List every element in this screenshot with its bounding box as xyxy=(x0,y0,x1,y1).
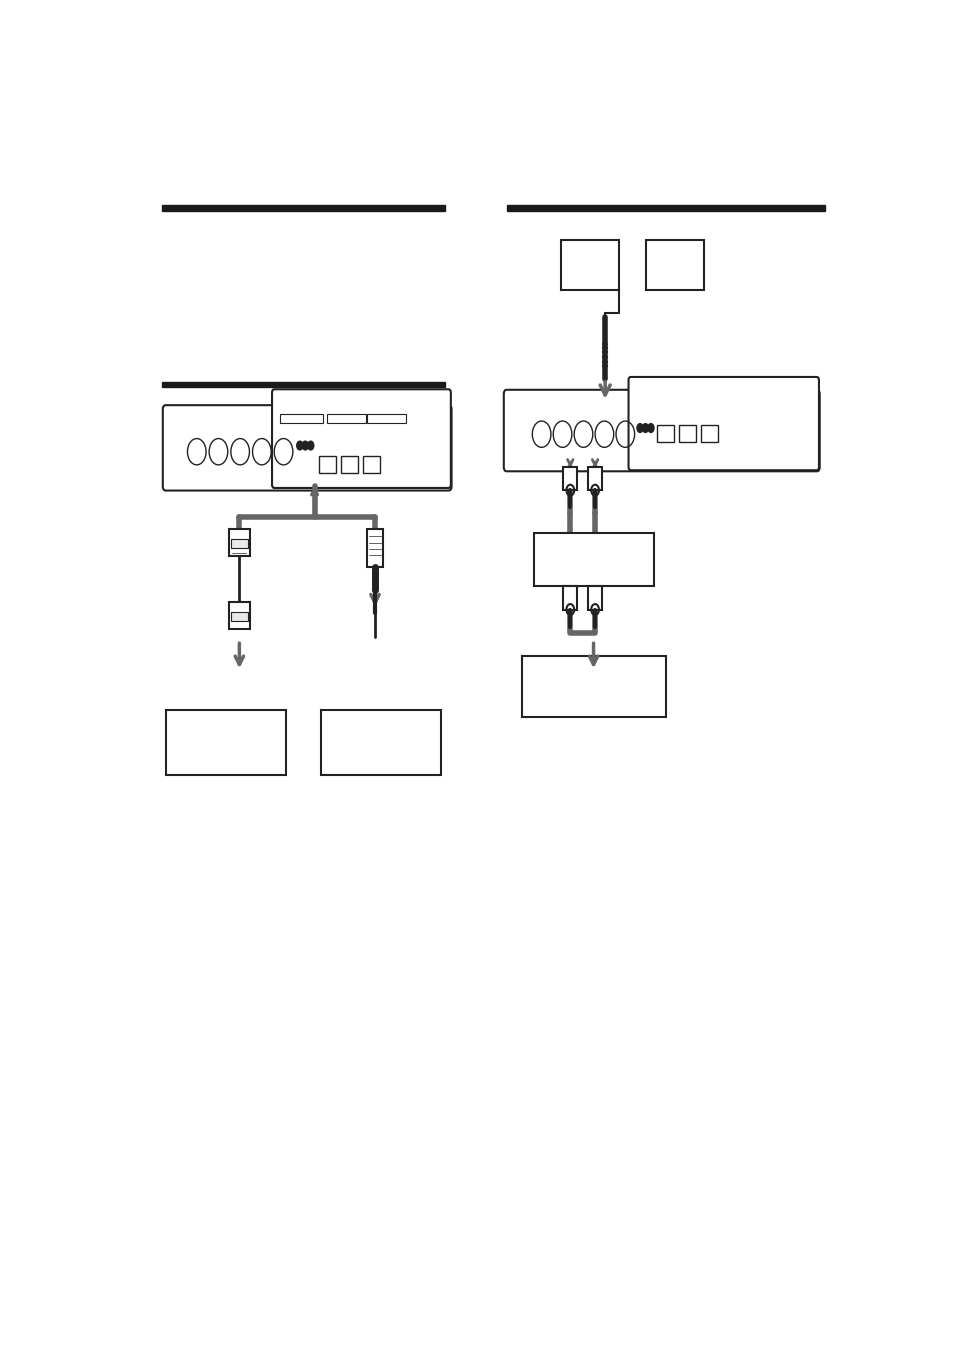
Bar xyxy=(562,587,577,610)
FancyBboxPatch shape xyxy=(628,378,818,470)
Bar xyxy=(229,528,250,555)
Bar xyxy=(320,710,440,775)
Bar xyxy=(162,205,444,212)
Bar xyxy=(587,467,601,490)
Bar xyxy=(362,456,379,474)
Bar xyxy=(229,602,250,629)
Circle shape xyxy=(296,441,303,449)
Bar xyxy=(280,414,323,424)
Bar xyxy=(319,456,335,474)
Bar xyxy=(166,710,286,775)
Bar xyxy=(327,414,365,424)
Bar xyxy=(367,528,382,568)
Bar xyxy=(534,532,654,587)
Bar xyxy=(562,467,577,490)
Circle shape xyxy=(307,441,314,449)
Bar xyxy=(367,414,406,424)
Bar xyxy=(679,425,695,441)
Bar xyxy=(231,612,248,621)
FancyBboxPatch shape xyxy=(503,390,819,471)
Circle shape xyxy=(647,424,654,432)
Circle shape xyxy=(302,441,308,449)
Bar xyxy=(506,205,823,212)
FancyBboxPatch shape xyxy=(272,390,451,488)
Circle shape xyxy=(641,424,648,432)
Bar xyxy=(700,425,717,441)
Bar xyxy=(587,587,601,610)
FancyBboxPatch shape xyxy=(163,405,451,490)
Bar xyxy=(231,539,248,549)
Circle shape xyxy=(637,424,642,432)
Bar xyxy=(560,240,618,291)
Bar xyxy=(162,383,444,387)
Bar xyxy=(340,456,357,474)
Bar xyxy=(645,240,703,291)
Bar xyxy=(657,425,674,441)
Bar xyxy=(521,656,665,717)
